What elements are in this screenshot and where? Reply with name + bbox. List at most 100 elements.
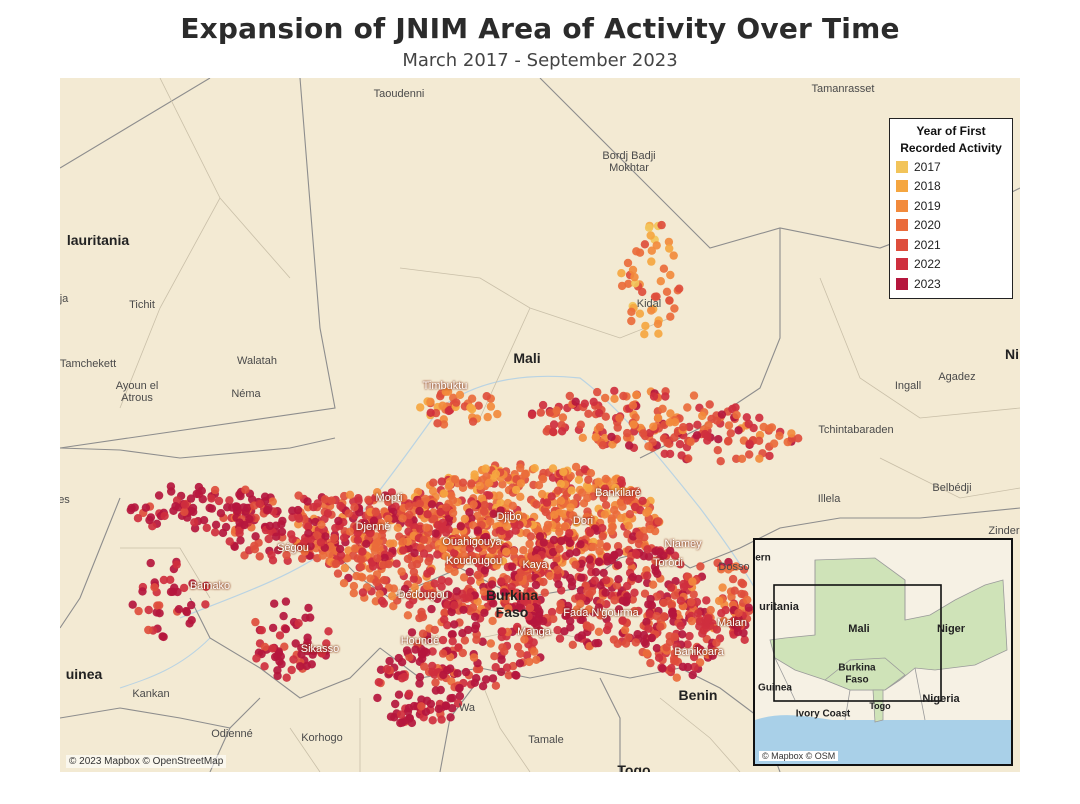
activity-hex (500, 588, 510, 597)
activity-hex (449, 558, 458, 567)
activity-hex (513, 642, 523, 652)
activity-hex (428, 486, 438, 496)
activity-hex (644, 552, 654, 561)
activity-hex (308, 650, 317, 659)
activity-hex (392, 559, 401, 568)
activity-hex (166, 575, 175, 584)
activity-hex (443, 621, 452, 630)
activity-hex (683, 662, 693, 672)
activity-hex (556, 599, 565, 608)
activity-hex (628, 573, 637, 582)
activity-hex (318, 551, 328, 560)
activity-hex (330, 533, 339, 543)
legend-item-2019: 2019 (894, 196, 1008, 216)
activity-hex (739, 628, 748, 638)
activity-hex (336, 501, 345, 511)
activity-hex (695, 647, 704, 656)
place-label-tichit: Tichit (129, 299, 155, 311)
activity-hex (509, 547, 518, 556)
activity-hex (481, 532, 490, 542)
activity-hex (430, 579, 439, 588)
activity-hex (644, 624, 653, 633)
activity-hex (268, 623, 278, 633)
place-label-segou: Ségou (277, 542, 309, 554)
activity-hex (455, 684, 464, 693)
activity-hex (628, 401, 638, 410)
activity-hex (582, 621, 591, 630)
activity-hex (540, 588, 549, 597)
activity-hex (665, 449, 675, 459)
activity-hex (623, 581, 632, 591)
activity-hex (514, 510, 523, 519)
activity-hex (601, 501, 611, 510)
activity-hex (288, 506, 297, 515)
activity-hex (424, 635, 433, 644)
place-label-timbuktu: Timbuktu (422, 380, 468, 392)
activity-hex (270, 599, 279, 608)
activity-hex (443, 590, 452, 599)
activity-hex (713, 446, 722, 455)
activity-hex (265, 521, 275, 531)
activity-hex (666, 270, 675, 280)
activity-hex (686, 437, 695, 447)
activity-hex (532, 500, 541, 509)
activity-hex (430, 625, 439, 635)
activity-hex (277, 527, 287, 536)
activity-hex (216, 509, 226, 518)
inset-extent-box (773, 584, 942, 702)
activity-hex (508, 562, 517, 571)
activity-hex (601, 588, 610, 597)
activity-hex (730, 586, 739, 595)
activity-hex (539, 577, 548, 587)
activity-hex (312, 531, 322, 540)
activity-hex (787, 429, 796, 438)
activity-hex (677, 451, 686, 460)
activity-hex (155, 609, 164, 618)
place-label-taoudenni: Taoudenni (373, 88, 425, 100)
activity-hex (654, 517, 663, 526)
activity-hex (358, 588, 368, 597)
activity-hex (604, 621, 613, 631)
activity-hex (295, 662, 305, 671)
activity-hex (552, 554, 561, 563)
activity-hex (591, 567, 601, 577)
activity-hex (616, 498, 626, 507)
activity-hex (465, 508, 474, 517)
activity-hex (566, 616, 575, 626)
activity-hex (698, 629, 707, 638)
place-label-bankilare: Bankilaré (595, 487, 641, 499)
inset-attribution[interactable]: © Mapbox © OSM (759, 751, 839, 761)
place-label-djenne: Djenné (355, 521, 391, 533)
activity-hex (568, 640, 577, 649)
map-attribution[interactable]: © 2023 Mapbox © OpenStreetMap (66, 755, 227, 768)
activity-hex (665, 418, 674, 427)
activity-hex (613, 542, 623, 551)
activity-hex (557, 536, 566, 546)
activity-hex (502, 547, 511, 556)
activity-hex (717, 565, 726, 574)
activity-hex (689, 590, 698, 599)
activity-hex (520, 635, 529, 644)
inset-label-faso: Faso (845, 674, 869, 686)
activity-hex (665, 244, 674, 253)
activity-hex (263, 506, 272, 515)
activity-hex (441, 387, 450, 396)
activity-hex (171, 502, 180, 511)
activity-hex (586, 528, 595, 537)
main-map[interactable]: lauritania Mali Ni Burkina Faso uinea Be… (60, 78, 1020, 772)
place-label-illela: Illela (817, 493, 841, 505)
activity-hex (465, 544, 474, 553)
activity-hex (150, 583, 159, 592)
activity-hex (688, 577, 697, 586)
activity-hex (271, 521, 281, 530)
activity-hex (282, 673, 291, 682)
activity-hex (460, 636, 470, 645)
activity-hex (644, 506, 653, 516)
activity-hex (635, 531, 644, 540)
activity-hex (664, 237, 674, 247)
activity-hex (584, 409, 593, 418)
activity-hex (585, 555, 594, 564)
place-label-sikasso: Sikasso (300, 643, 340, 655)
activity-hex (654, 653, 664, 662)
activity-hex (159, 632, 168, 642)
